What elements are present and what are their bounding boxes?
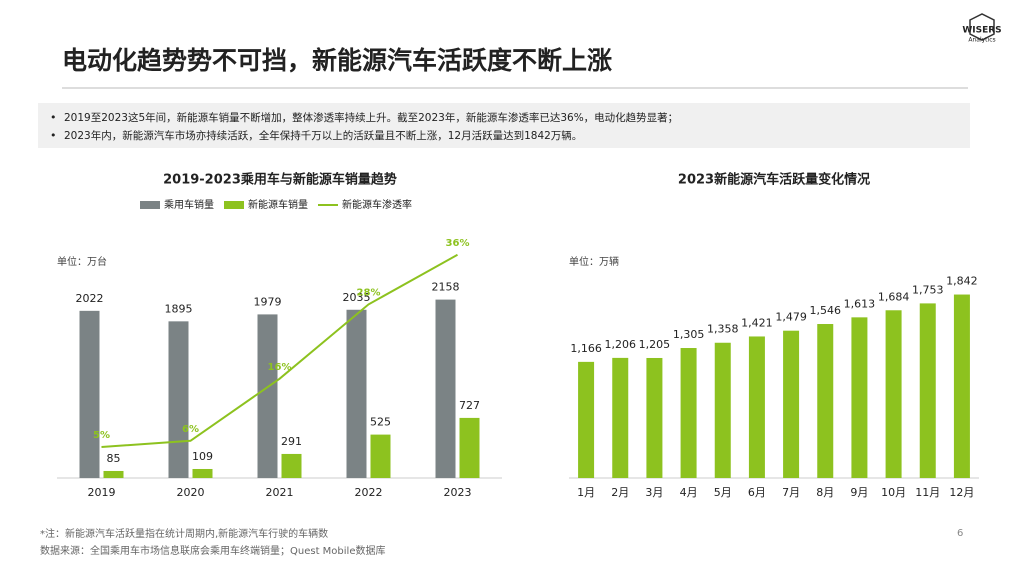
line-label: 5%: [93, 430, 110, 441]
bar-label: 85: [107, 452, 121, 465]
bullet-dot: •: [50, 129, 57, 142]
line-label: 6%: [182, 424, 199, 435]
bar-label: 1,842: [946, 275, 978, 288]
x-tick-label: 1月: [577, 486, 595, 499]
bar-label: 1,358: [707, 323, 739, 336]
bar: [885, 310, 902, 478]
bullet-dot: •: [50, 111, 57, 124]
x-tick-label: 2020: [177, 486, 205, 499]
legend-label: 新能源车销量: [248, 198, 308, 211]
x-tick-label: 5月: [714, 486, 732, 499]
x-tick-label: 8月: [816, 486, 834, 499]
unit-label: 单位：万台: [57, 255, 107, 268]
bar-label: 1979: [254, 295, 282, 308]
bar-label: 525: [370, 416, 391, 429]
bar-label: 1,546: [810, 304, 842, 317]
footnote: 数据来源：全国乘用车市场信息联席会乘用车终端销量；Quest Mobile数据库: [40, 544, 385, 557]
bar-label: 291: [281, 435, 302, 448]
x-tick-label: 6月: [748, 486, 766, 499]
x-tick-label: 9月: [850, 486, 868, 499]
bar: [459, 417, 480, 478]
footnote: *注：新能源汽车活跃量指在统计周期内,新能源汽车行驶的车辆数: [40, 527, 328, 540]
bar-label: 1,421: [741, 316, 773, 329]
bar-label: 1,684: [878, 290, 910, 303]
legend-label: 新能源车渗透率: [342, 198, 412, 211]
bar-label: 109: [192, 450, 213, 463]
bullet: 2023年内，新能源汽车市场亦持续活跃，全年保持千万以上的活跃量且不断上涨，12…: [64, 129, 582, 142]
bar: [281, 453, 302, 478]
bar: [370, 434, 391, 478]
bar-label: 1,305: [673, 328, 705, 341]
bar-label: 1,166: [570, 342, 602, 355]
chart-title: 2023新能源汽车活跃量变化情况: [678, 172, 870, 188]
bar-label: 1895: [165, 302, 193, 315]
x-tick-label: 3月: [645, 486, 663, 499]
bar-label: 1,206: [605, 338, 637, 351]
unit-label: 单位：万辆: [569, 255, 619, 268]
bar: [851, 317, 868, 478]
x-tick-label: 10月: [881, 486, 906, 499]
bar: [435, 299, 456, 478]
bar: [953, 294, 970, 478]
bar-label: 2035: [343, 291, 371, 304]
line: [101, 253, 458, 448]
bar: [192, 468, 213, 478]
bar: [612, 357, 629, 478]
bar-label: 727: [459, 399, 480, 412]
bar-label: 1,613: [844, 297, 876, 310]
x-tick-label: 2019: [88, 486, 116, 499]
bar: [168, 321, 189, 478]
x-tick-label: 4月: [680, 486, 698, 499]
logo: WISERS: [962, 26, 1001, 36]
line-label: 36%: [446, 238, 470, 249]
bar-label: 2158: [432, 281, 460, 294]
chart-title: 2019-2023乘用车与新能源车销量趋势: [163, 172, 397, 188]
line-label: 28%: [357, 287, 381, 298]
x-tick-label: 12月: [949, 486, 974, 499]
slide-title: 电动化趋势势不可挡，新能源汽车活跃度不断上涨: [62, 46, 612, 75]
bar: [919, 303, 936, 478]
bar-label: 2022: [76, 292, 104, 305]
bar: [79, 310, 100, 478]
bar-label: 1,479: [775, 311, 807, 324]
line-label: 16%: [268, 362, 292, 373]
bar: [346, 309, 367, 478]
x-tick-label: 7月: [782, 486, 800, 499]
x-tick-label: 2022: [355, 486, 383, 499]
bar: [578, 361, 595, 478]
summary-box: [38, 103, 970, 148]
bullet: 2019至2023这5年间，新能源车销量不断增加，整体渗透率持续上升。截至202…: [64, 111, 678, 124]
bar: [646, 357, 663, 478]
x-tick-label: 11月: [915, 486, 940, 499]
bar: [748, 336, 765, 478]
legend-label: 乘用车销量: [164, 198, 214, 211]
bar: [714, 342, 731, 478]
legend-swatch: [140, 201, 160, 209]
logo-mark: [969, 13, 995, 41]
x-tick-label: 2021: [266, 486, 294, 499]
bar: [680, 348, 697, 478]
bar: [103, 470, 124, 478]
page-number: 6: [957, 528, 963, 539]
bar-label: 1,753: [912, 283, 944, 296]
bar: [783, 330, 800, 478]
x-tick-label: 2023: [444, 486, 472, 499]
x-tick-label: 2月: [611, 486, 629, 499]
logo-sub: Analytics: [968, 37, 995, 44]
bar-label: 1,205: [639, 338, 671, 351]
legend-swatch: [224, 201, 244, 209]
bar: [257, 314, 278, 478]
bar: [817, 324, 834, 478]
